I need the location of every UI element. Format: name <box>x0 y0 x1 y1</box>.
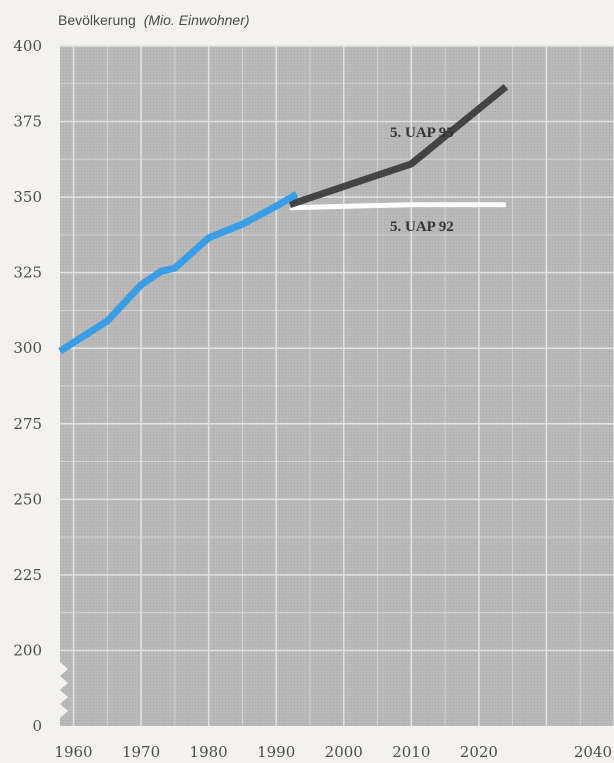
series-label-uap95: 5. UAP 95 <box>390 125 454 141</box>
y-tick-label: 350 <box>13 188 42 206</box>
x-tick-label: 1980 <box>190 743 228 761</box>
chart-title: Bevölkerung (Mio. Einwohner) <box>58 12 250 28</box>
series-label-uap92: 5. UAP 92 <box>390 219 454 235</box>
chart-title-main: Bevölkerung <box>58 12 136 28</box>
y-tick-label: 325 <box>13 264 42 282</box>
y-tick-label: 375 <box>13 113 42 131</box>
x-tick-label: 2000 <box>325 743 363 761</box>
y-tick-label: 300 <box>13 339 42 357</box>
axis-break-fill <box>56 658 60 726</box>
y-tick-label: 200 <box>13 641 42 659</box>
series-line-1 <box>288 84 509 209</box>
x-tick-label: 1960 <box>54 743 92 761</box>
y-tick-label: 250 <box>13 490 42 508</box>
y-axis-ticks: 400 375 350 325 300 275 250 225 200 0 <box>13 37 42 735</box>
series-lines <box>58 84 509 355</box>
y-tick-label: 225 <box>13 566 42 584</box>
axis-break-tooth <box>60 662 68 676</box>
grid-lines <box>60 45 614 726</box>
chart-title-unit: (Mio. Einwohner) <box>144 12 250 28</box>
axis-break-tooth <box>60 676 68 690</box>
series-line-2 <box>289 202 506 211</box>
y-tick-label: 275 <box>13 415 42 433</box>
axis-break <box>56 658 68 726</box>
x-tick-label: 2010 <box>392 743 430 761</box>
y-tick-label: 0 <box>32 717 42 735</box>
x-tick-label: 1990 <box>257 743 295 761</box>
series-line-0 <box>58 191 299 355</box>
x-tick-label: 2040 <box>574 743 612 761</box>
axis-break-tooth <box>60 690 68 704</box>
axis-break-tooth <box>60 704 68 718</box>
x-tick-label: 1970 <box>122 743 160 761</box>
x-tick-label: 2020 <box>460 743 498 761</box>
x-axis-ticks: 1960 1970 1980 1990 2000 2010 2020 2040 <box>54 743 612 761</box>
y-tick-label: 400 <box>13 37 42 55</box>
